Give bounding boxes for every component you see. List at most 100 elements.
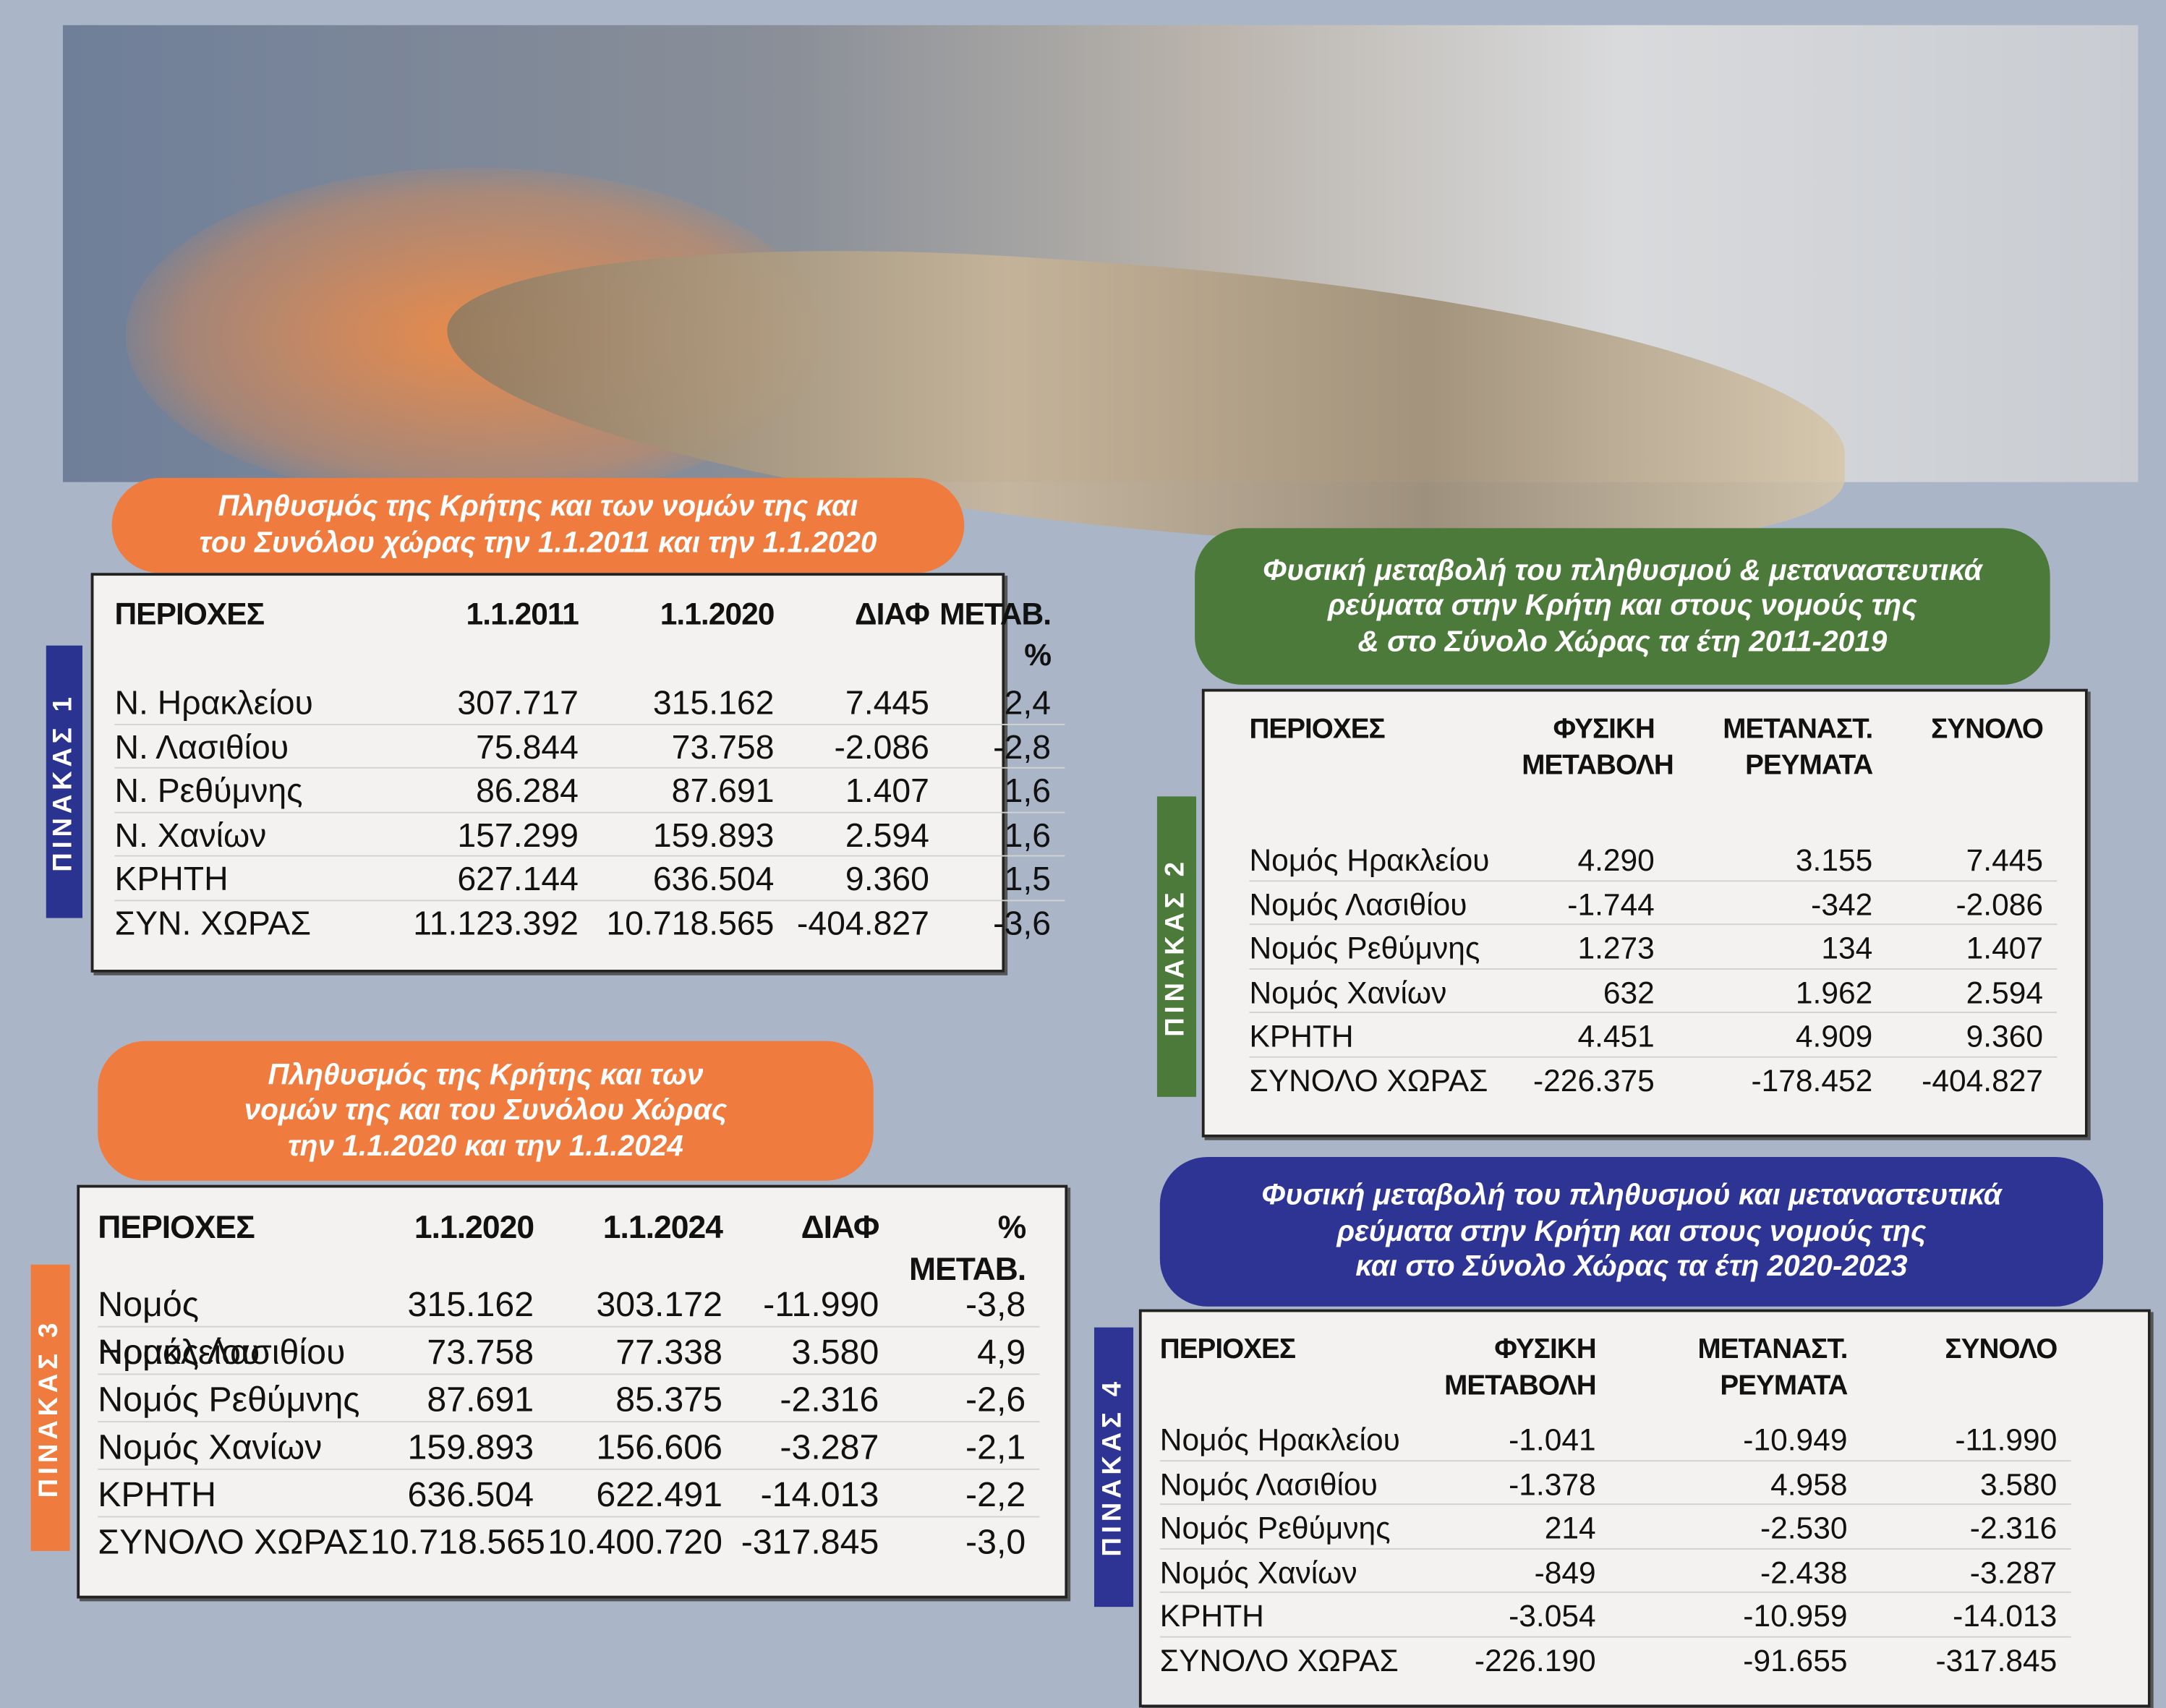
cell: 632: [1603, 974, 1655, 1010]
cell: 10.718.565: [606, 905, 775, 943]
cell: Νομός Ηρακλείου: [1159, 1422, 1400, 1458]
cell: Νομός Λασιθίου: [98, 1333, 346, 1372]
cell: 4.290: [1577, 842, 1655, 878]
table-row: Νομός Ρεθύμνης 1.273 134 1.407: [1249, 926, 2043, 970]
header-cell: 1.1.2011: [466, 597, 579, 632]
cell: 9.360: [1966, 1018, 2044, 1054]
cell: -11.990: [763, 1285, 879, 1325]
cell: ΚΡΗΤΗ: [98, 1475, 216, 1515]
cell: 7.445: [845, 684, 929, 722]
table-header: ΠΕΡΙΟΧΕΣ ΦΥΣΙΚΗ ΜΕΤΑΒΟΛΗ ΜΕΤΑΝΑΣΤ. ΡΕΥΜΑΤΑ…: [1249, 712, 2044, 784]
table-row: Νομός Λασιθίου -1.744 -342 -2.086: [1249, 882, 2043, 926]
table-row: Νομός Ηρακλείου 4.290 3.155 7.445: [1249, 838, 2043, 882]
table-title: Πληθυσμός της Κρήτης και των νομών της κ…: [111, 477, 965, 573]
cell: -2.316: [1969, 1510, 2058, 1546]
row-separator: [1249, 879, 2058, 881]
cell: -2.530: [1760, 1510, 1848, 1546]
cell: -1.041: [1509, 1422, 1596, 1458]
cell: 73.758: [671, 728, 775, 767]
title-line: Πληθυσμός της Κρήτης και των: [268, 1058, 704, 1091]
cell: -3,0: [965, 1523, 1026, 1563]
table-label: ΠΙΝΑΚΑΣ 3: [30, 1264, 70, 1551]
table: ΠΕΡΙΟΧΕΣ 1.1.2011 1.1.2020 ΔΙΑΦ ΜΕΤΑΒ. % Ν. Η…: [90, 573, 1065, 973]
header-cell: 1.1.2020: [414, 1208, 534, 1245]
header-cell: ΔΙΑΦ: [801, 1208, 880, 1245]
table-row: ΣΥΝΟΛΟ ΧΩΡΑΣ -226.375 -178.452 -404.827: [1249, 1059, 2043, 1103]
table: ΠΕΡΙΟΧΕΣ 1.1.2020 1.1.2024 ΔΙΑΦ% ΜΕΤΑΒ. Νομό…: [77, 1184, 1068, 1599]
cell: Νομός Ρεθύμνης: [98, 1380, 360, 1420]
cell: 2.594: [845, 816, 929, 855]
cell: 307.717: [457, 684, 579, 722]
cell: -2,8: [993, 728, 1052, 767]
cell: 1,6: [1004, 816, 1052, 855]
cell: 315.162: [407, 1285, 534, 1325]
table-row: Νομός Ρεθύμνης 87.691 85.375 -2.316 -2,6: [98, 1376, 1026, 1424]
cell: 10.400.720: [547, 1523, 722, 1563]
cell: -1.378: [1509, 1466, 1596, 1502]
cell: -2.086: [834, 728, 929, 767]
cell: 159.893: [652, 816, 775, 855]
row-separator: [1159, 1635, 2071, 1637]
table-row: Ν. Ρεθύμνης 86.284 87.691 1.407 1,6: [114, 770, 1051, 814]
cell: 87.691: [671, 772, 775, 811]
title-line: ρεύματα στην Κρήτη και στους νομούς της: [1327, 589, 1917, 623]
cell: -317.845: [741, 1523, 879, 1563]
header-cell: % ΜΕΤΑΒ.: [909, 1208, 1026, 1287]
cell: Νομός Ρεθύμνης: [1249, 930, 1480, 966]
cell: Νομός Ηρακλείου: [1249, 842, 1490, 878]
title-line: Φυσική μεταβολή του πληθυσμού και μετανα…: [1261, 1179, 2002, 1212]
cell: -3,6: [993, 905, 1052, 943]
cell: 1.962: [1795, 974, 1873, 1010]
cell: -14.013: [1953, 1598, 2058, 1634]
cell: 4.909: [1795, 1018, 1873, 1054]
row-separator: [1159, 1547, 2071, 1549]
cell: 10.718.565: [370, 1523, 545, 1563]
cell: 622.491: [596, 1475, 722, 1515]
header-cell: ΠΕΡΙΟΧΕΣ: [1249, 714, 1385, 745]
cell: -14.013: [760, 1475, 879, 1515]
row-separator: [114, 899, 1065, 901]
cell: Ν. Ρεθύμνης: [114, 772, 303, 811]
title-line: την 1.1.2020 και την 1.1.2024: [288, 1130, 683, 1163]
cell: 303.172: [596, 1285, 722, 1325]
cell: -91.655: [1743, 1642, 1848, 1678]
table-row: Νομός Ηρακλείου -1.041 -10.949 -11.990: [1160, 1418, 2058, 1462]
cell: -3.287: [1969, 1554, 2058, 1589]
header-cell: ΦΥΣΙΚΗ ΜΕΤΑΒΟΛΗ: [1522, 714, 1673, 782]
table-row: ΣΥΝ. ΧΩΡΑΣ 11.123.392 10.718.565 -404.827 -3…: [114, 902, 1051, 946]
cell: 134: [1821, 930, 1873, 966]
cell: 4,9: [977, 1333, 1026, 1372]
row-separator: [98, 1325, 1040, 1328]
cell: 1.407: [1966, 930, 2044, 966]
row-separator: [98, 1516, 1040, 1518]
header-cell: ΦΥΣΙΚΗ ΜΕΤΑΒΟΛΗ: [1444, 1334, 1596, 1402]
cell: -2.086: [1956, 887, 2044, 922]
cell: -317.845: [1935, 1642, 2058, 1678]
header-cell: 1.1.2020: [660, 597, 775, 632]
cell: 7.445: [1966, 842, 2044, 878]
cell: 157.299: [457, 816, 579, 855]
row-separator: [1249, 968, 2058, 970]
cell: -226.190: [1474, 1642, 1596, 1678]
table-header: ΠΕΡΙΟΧΕΣ 1.1.2020 1.1.2024 ΔΙΑΦ % ΜΕΤΑΒ.: [98, 1208, 1026, 1291]
table-label: ΠΙΝΑΚΑΣ 4: [1093, 1327, 1134, 1607]
row-separator: [98, 1373, 1040, 1375]
cell: 3.580: [791, 1333, 879, 1372]
cell: -3.054: [1509, 1598, 1596, 1634]
table-row: Νομός Ηρακλείου 315.162 303.172 -11.990 -3,8: [98, 1281, 1026, 1376]
cell: ΚΡΗΤΗ: [114, 861, 229, 899]
table-row: ΚΡΗΤΗ 627.144 636.504 9.360 1,5: [114, 858, 1051, 902]
cell: 214: [1544, 1510, 1596, 1546]
header-cell: 1.1.2024: [602, 1208, 723, 1245]
cell: -10.959: [1743, 1598, 1848, 1634]
table: ΠΕΡΙΟΧΕΣ ΦΥΣΙΚΗ ΜΕΤΑΒΟΛΗ ΜΕΤΑΝΑΣΤ. ΡΕΥΜΑΤΑ…: [1201, 688, 2088, 1137]
table-header: ΠΕΡΙΟΧΕΣ 1.1.2011 1.1.2020 ΔΙΑΦ ΜΕΤΑΒ. %: [114, 595, 1052, 675]
cell: 3.580: [1979, 1466, 2058, 1502]
header-cell: ΜΕΤΑΝΑΣΤ. ΡΕΥΜΑΤΑ: [1697, 1334, 1848, 1402]
cell: -1.744: [1567, 887, 1655, 922]
cell: 1,5: [1004, 861, 1052, 899]
cell: Ν. Ηρακλείου: [114, 684, 313, 722]
row-separator: [114, 722, 1065, 725]
cell: Νομός Χανίων: [98, 1427, 323, 1467]
